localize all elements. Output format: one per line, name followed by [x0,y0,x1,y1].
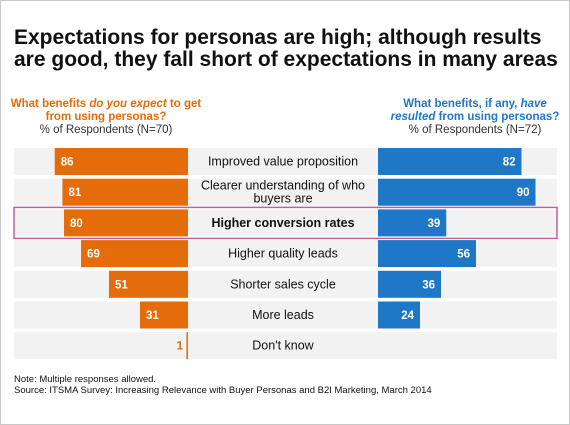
data-label-result: 39 [427,218,440,230]
data-label-expect: 1 [177,341,184,353]
data-label-expect: 81 [68,187,81,199]
right-series-header: What benefits, if any, have resulted fro… [380,98,570,137]
data-label-result: 82 [503,157,516,169]
bar-result [378,270,441,298]
row-background [14,332,557,360]
bar-expect [54,148,189,175]
category-label: Don't know [252,339,314,353]
data-label-expect: 69 [87,249,100,261]
row-background [14,270,557,298]
category-label: Improved value proposition [208,155,358,169]
right-respondents-note: % of Respondents (N=72) [408,124,542,136]
data-label-result: 90 [517,187,530,199]
left-series-header: What benefits do you expect to get from … [6,98,206,137]
data-label-expect: 31 [146,310,159,322]
bar-result [378,209,447,237]
bar-expect [64,209,188,237]
left-respondents-note: % of Respondents (N=70) [39,124,173,136]
bar-expect [186,332,188,360]
data-label-expect: 80 [70,218,83,230]
bar-result [378,240,476,268]
data-label-expect: 86 [61,157,74,169]
bar-expect [62,178,189,206]
bar-result [378,178,536,206]
category-label: Higher quality leads [228,247,338,261]
category-label: Higher conversion rates [211,216,354,230]
bar-result [378,148,522,175]
bar-expect [139,301,188,329]
category-label: Clearer understanding of who buyers are [201,179,365,206]
source-line: Source: ITSMA Survey: Increasing Relevan… [14,385,432,396]
highlight-box [13,206,558,240]
row-background [14,301,557,329]
data-label-result: 24 [401,310,414,322]
bar-expect [108,270,188,298]
category-label: Shorter sales cycle [230,277,336,291]
category-label: More leads [252,308,314,322]
data-label-result: 36 [422,279,435,291]
bar-expect [81,240,188,268]
chart-title: Expectations for personas are high; alth… [14,26,558,71]
data-label-result: 56 [457,249,470,261]
footnotes: Note: Multiple responses allowed. Source… [14,374,432,396]
data-label-expect: 51 [115,279,128,291]
note-line: Note: Multiple responses allowed. [14,374,157,385]
bar-result [378,301,420,329]
